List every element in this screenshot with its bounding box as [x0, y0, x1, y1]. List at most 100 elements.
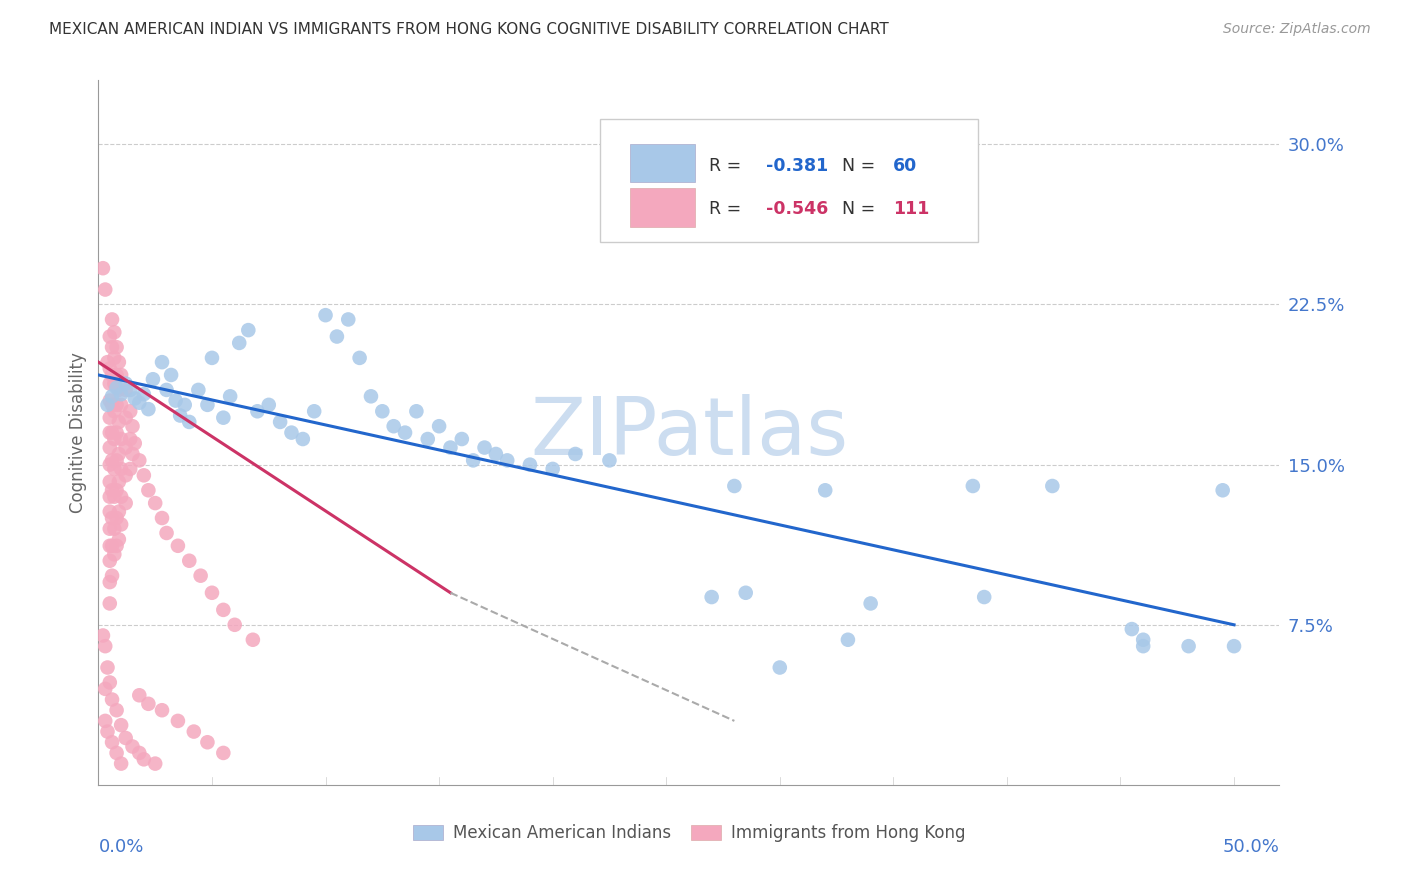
Point	[371, 404, 394, 418]
Point	[150, 511, 173, 525]
Point	[238, 323, 260, 337]
Text: Source: ZipAtlas.com: Source: ZipAtlas.com	[1223, 22, 1371, 37]
Point	[110, 432, 132, 446]
Point	[105, 368, 128, 382]
Point	[644, 184, 666, 198]
Point	[98, 475, 121, 489]
Point	[124, 392, 146, 406]
Point	[103, 376, 125, 391]
Point	[382, 419, 405, 434]
Point	[108, 505, 131, 519]
Point	[769, 660, 792, 674]
Point	[94, 639, 117, 653]
Point	[94, 681, 117, 696]
Point	[326, 329, 349, 343]
Point	[280, 425, 302, 440]
Point	[105, 425, 128, 440]
Point	[1132, 639, 1154, 653]
Point	[197, 398, 219, 412]
Point	[349, 351, 371, 365]
Point	[98, 376, 121, 391]
Point	[734, 586, 756, 600]
Point	[98, 410, 121, 425]
Point	[101, 425, 124, 440]
Point	[167, 714, 190, 728]
Point	[190, 568, 212, 582]
Point	[98, 505, 121, 519]
Point	[96, 660, 118, 674]
Point	[108, 383, 131, 397]
Text: N =: N =	[842, 157, 882, 175]
Point	[98, 441, 121, 455]
Point	[108, 533, 131, 547]
Point	[103, 522, 125, 536]
Text: 50.0%: 50.0%	[1223, 838, 1279, 855]
Point	[187, 383, 209, 397]
Point	[1223, 639, 1246, 653]
Point	[101, 692, 124, 706]
Point	[105, 398, 128, 412]
Point	[105, 340, 128, 354]
Point	[103, 490, 125, 504]
Point	[246, 404, 269, 418]
Point	[110, 490, 132, 504]
Point	[224, 617, 246, 632]
Point	[167, 539, 190, 553]
Point	[108, 355, 131, 369]
Point	[485, 447, 508, 461]
Point	[128, 453, 150, 467]
Point	[837, 632, 859, 647]
Text: ZIPatlas: ZIPatlas	[530, 393, 848, 472]
Point	[96, 398, 118, 412]
Point	[105, 381, 128, 395]
Point	[128, 688, 150, 702]
Point	[101, 368, 124, 382]
Text: MEXICAN AMERICAN INDIAN VS IMMIGRANTS FROM HONG KONG COGNITIVE DISABILITY CORREL: MEXICAN AMERICAN INDIAN VS IMMIGRANTS FR…	[49, 22, 889, 37]
Point	[859, 597, 882, 611]
Text: 111: 111	[893, 200, 929, 219]
Point	[143, 496, 166, 510]
Point	[564, 447, 586, 461]
Point	[814, 483, 837, 498]
Point	[1121, 622, 1143, 636]
Point	[201, 351, 224, 365]
Point	[917, 197, 939, 211]
Point	[124, 436, 146, 450]
Point	[105, 483, 128, 498]
Point	[138, 402, 160, 417]
Point	[700, 590, 723, 604]
Point	[98, 675, 121, 690]
Point	[98, 554, 121, 568]
Point	[212, 603, 235, 617]
Point	[165, 393, 187, 408]
Point	[150, 703, 173, 717]
Point	[197, 735, 219, 749]
Point	[101, 511, 124, 525]
Point	[155, 383, 177, 397]
Point	[337, 312, 360, 326]
Point	[962, 479, 984, 493]
Point	[98, 425, 121, 440]
Point	[101, 312, 124, 326]
Point	[110, 718, 132, 732]
Point	[1040, 479, 1063, 493]
Point	[98, 393, 121, 408]
Point	[242, 632, 264, 647]
Point	[98, 361, 121, 376]
Point	[101, 568, 124, 582]
Text: -0.546: -0.546	[766, 200, 828, 219]
Point	[427, 419, 450, 434]
Point	[103, 325, 125, 339]
Point	[103, 432, 125, 446]
Point	[120, 432, 142, 446]
FancyBboxPatch shape	[630, 188, 695, 227]
Point	[463, 453, 485, 467]
Point	[179, 415, 201, 429]
Point	[101, 539, 124, 553]
Point	[128, 395, 150, 409]
Point	[96, 724, 118, 739]
Point	[105, 746, 128, 760]
Point	[405, 404, 427, 418]
Point	[108, 447, 131, 461]
Point	[360, 389, 382, 403]
